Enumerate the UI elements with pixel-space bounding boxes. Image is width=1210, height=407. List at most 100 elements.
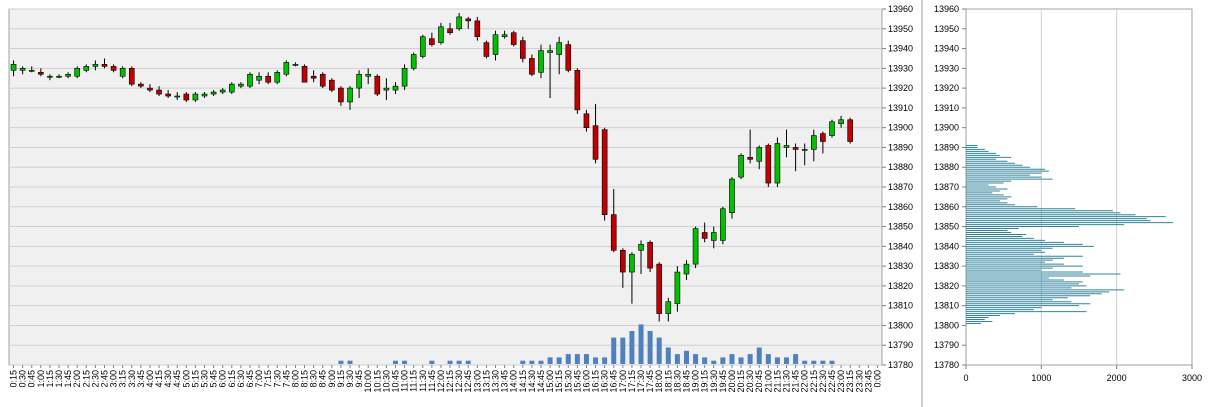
volume-bar (656, 337, 662, 364)
profile-y-tick-label: 13940 (934, 44, 959, 54)
profile-y-tick-label: 13910 (934, 103, 959, 113)
candle-up (210, 91, 217, 95)
profile-y-tick-label: 13850 (934, 222, 959, 232)
candle-down (601, 129, 608, 215)
x-tick-label: 12:30 (454, 370, 464, 393)
volume-bar (629, 331, 635, 364)
candle-up (283, 62, 290, 75)
profile-y-tick-label: 13780 (934, 360, 959, 370)
candle-up (783, 145, 790, 148)
volume-bar (647, 331, 653, 364)
x-tick-label: 19:00 (691, 370, 701, 393)
volume-bar (774, 357, 780, 364)
profile-y-tick-label: 13950 (934, 24, 959, 34)
x-tick-label: 8:45 (318, 370, 328, 388)
candle-up (292, 64, 299, 66)
candle-down (565, 44, 572, 71)
volume-bar (538, 360, 544, 364)
candle-down (474, 20, 481, 37)
candle-up (74, 68, 81, 77)
volume-bar (565, 354, 571, 364)
x-tick-label: 23:30 (854, 370, 864, 393)
candle-down (265, 75, 271, 83)
profile-y-tick-label: 13880 (934, 162, 959, 172)
y-tick-label: 13890 (888, 142, 913, 152)
candle-up (456, 16, 462, 30)
candle-up (556, 42, 562, 55)
x-tick-label: 8:00 (290, 370, 300, 388)
x-tick-label: 21:00 (763, 370, 773, 393)
x-tick-label: 18:00 (654, 370, 664, 393)
x-tick-label: 0:00 (872, 370, 882, 388)
candle-down (510, 32, 517, 45)
candle-down (101, 64, 108, 67)
candle-up (356, 73, 362, 89)
candle-up (692, 228, 699, 265)
x-tick-label: 23:15 (845, 370, 855, 393)
candle-down (519, 40, 526, 59)
x-tick-label: 1:45 (63, 370, 73, 388)
candle-down (483, 42, 490, 57)
x-tick-label: 10:15 (372, 370, 382, 393)
candle-down (765, 145, 772, 184)
x-tick-label: 1:00 (36, 370, 46, 388)
x-tick-label: 7:15 (263, 370, 273, 388)
candle-down (701, 232, 708, 239)
volume-bar (611, 337, 617, 364)
x-tick-label: 15:45 (572, 370, 582, 393)
profile-y-tick-label: 13860 (934, 202, 959, 212)
x-tick-label: 17:15 (627, 370, 637, 393)
x-tick-label: 5:00 (181, 370, 191, 388)
x-tick-label: 5:45 (209, 370, 219, 388)
x-tick-label: 16:00 (581, 370, 591, 393)
volume-bar (738, 357, 744, 364)
candle-up (228, 83, 235, 93)
x-tick-label: 14:00 (509, 370, 519, 393)
x-tick-label: 6:45 (245, 370, 255, 388)
profile-y-tick-label: 13900 (934, 123, 959, 133)
candle-up (365, 73, 372, 77)
x-tick-label: 8:15 (300, 370, 310, 388)
x-tick-label: 1:30 (54, 370, 64, 388)
candle-up (174, 95, 181, 98)
x-tick-label: 3:00 (109, 370, 119, 388)
x-tick-label: 18:30 (672, 370, 682, 393)
y-tick-label: 13810 (888, 301, 913, 311)
candle-down (574, 70, 581, 111)
candle-up (192, 93, 199, 101)
profile-y-tick-label: 13830 (934, 261, 959, 271)
candle-up (201, 93, 208, 97)
x-tick-label: 21:15 (772, 370, 782, 393)
candle-up (19, 68, 26, 71)
x-tick-label: 0:45 (27, 370, 37, 388)
x-tick-label: 23:45 (863, 370, 873, 393)
candle-down (138, 83, 144, 87)
volume-bar (784, 357, 790, 364)
y-tick-label: 13920 (888, 83, 913, 93)
candle-up (501, 34, 508, 37)
candle-down (529, 58, 535, 75)
x-tick-label: 16:30 (600, 370, 610, 393)
x-tick-label: 3:15 (118, 370, 128, 388)
candle-up (28, 70, 35, 72)
candle-up (665, 301, 672, 314)
candle-down (847, 119, 853, 142)
volume-bar (574, 354, 580, 364)
x-tick-label: 13:30 (491, 370, 501, 393)
candle-up (47, 75, 53, 78)
x-tick-label: 19:15 (700, 370, 710, 393)
candle-down (747, 157, 753, 160)
y-tick-label: 13940 (888, 44, 913, 54)
x-tick-label: 19:45 (718, 370, 728, 393)
x-tick-label: 21:45 (791, 370, 801, 393)
x-tick-label: 18:45 (681, 370, 691, 393)
volume-bar (593, 357, 599, 364)
candle-down (38, 71, 44, 75)
candle-up (774, 143, 781, 184)
y-tick-label: 13910 (888, 103, 913, 113)
x-tick-label: 13:00 (472, 370, 482, 393)
x-tick-label: 17:00 (618, 370, 628, 393)
x-tick-label: 14:45 (536, 370, 546, 393)
candle-down (329, 79, 335, 91)
x-tick-label: 14:30 (527, 370, 537, 393)
